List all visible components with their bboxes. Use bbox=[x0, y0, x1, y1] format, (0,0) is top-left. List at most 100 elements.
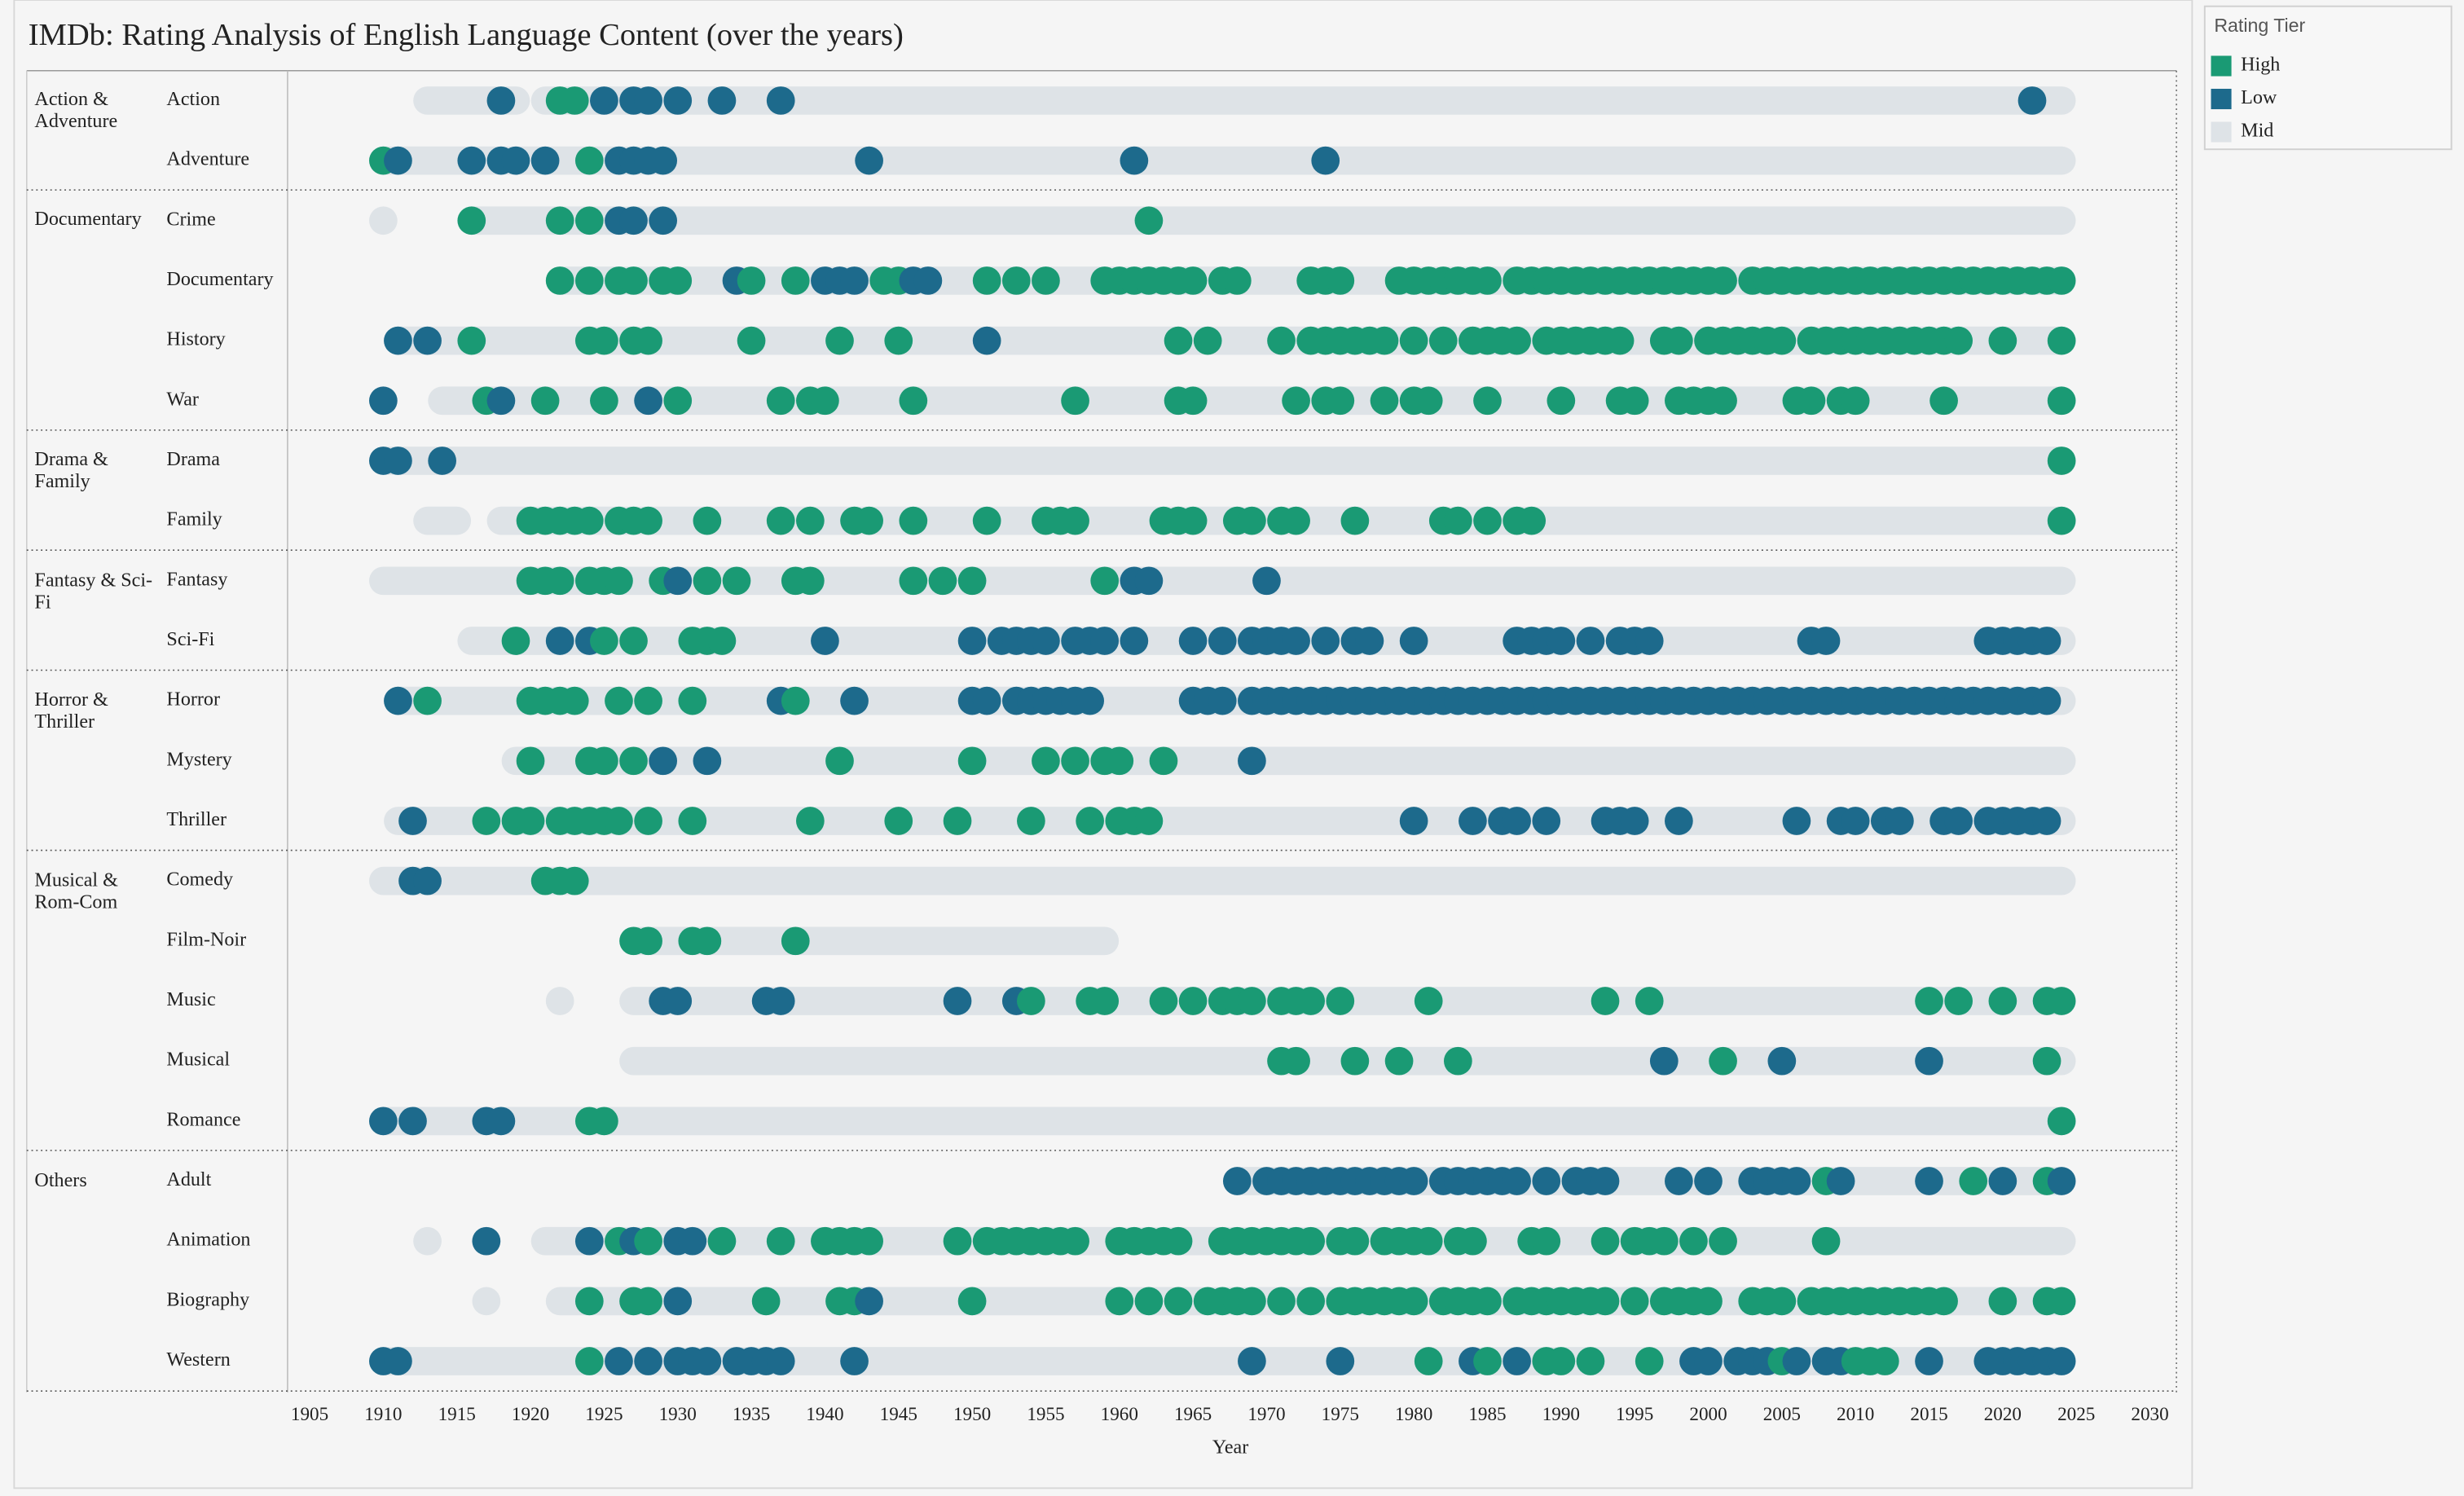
high-dot bbox=[1929, 386, 1958, 416]
x-tick-label: 1995 bbox=[1616, 1404, 1653, 1425]
high-dot bbox=[899, 506, 928, 535]
high-dot bbox=[1061, 1226, 1089, 1256]
low-dot bbox=[1841, 807, 1870, 835]
high-dot bbox=[1591, 1226, 1620, 1256]
x-tick-label: 1990 bbox=[1542, 1404, 1580, 1425]
low-dot bbox=[634, 1347, 662, 1375]
high-dot bbox=[413, 686, 442, 715]
genre-label: Adult bbox=[166, 1169, 211, 1190]
high-dot bbox=[634, 506, 662, 535]
low-dot bbox=[1032, 627, 1060, 655]
legend-title: Rating Tier bbox=[2214, 15, 2305, 36]
high-dot bbox=[1282, 1046, 1310, 1076]
high-dot bbox=[590, 326, 618, 355]
high-dot bbox=[2047, 326, 2076, 355]
high-dot bbox=[1282, 506, 1310, 535]
low-dot bbox=[1782, 1347, 1811, 1375]
legend-swatch bbox=[2211, 121, 2232, 143]
high-dot bbox=[1547, 386, 1576, 416]
high-dot bbox=[1517, 506, 1547, 535]
high-dot bbox=[693, 566, 722, 596]
high-dot bbox=[707, 627, 737, 655]
low-dot bbox=[1134, 566, 1164, 596]
high-dot bbox=[1414, 1226, 1443, 1256]
low-dot bbox=[486, 86, 516, 115]
high-dot bbox=[1605, 326, 1635, 355]
legend-swatch bbox=[2211, 55, 2232, 77]
high-dot bbox=[1620, 386, 1649, 416]
high-dot bbox=[884, 326, 913, 355]
genre-label: Adventure bbox=[166, 149, 249, 170]
high-dot bbox=[2047, 1107, 2076, 1136]
low-dot bbox=[943, 987, 972, 1015]
high-dot bbox=[972, 506, 1001, 535]
low-dot bbox=[1915, 1347, 1943, 1375]
high-dot bbox=[2047, 987, 2076, 1015]
low-dot bbox=[1649, 1046, 1679, 1076]
genre-label: Western bbox=[166, 1349, 230, 1371]
low-dot bbox=[1326, 1347, 1355, 1375]
x-tick-label: 1955 bbox=[1027, 1404, 1064, 1425]
high-dot bbox=[1149, 746, 1178, 776]
high-dot bbox=[693, 506, 722, 535]
high-dot bbox=[1370, 386, 1399, 416]
low-dot bbox=[663, 566, 693, 596]
low-dot bbox=[1459, 807, 1487, 835]
x-tick-label: 2010 bbox=[1837, 1404, 1874, 1425]
high-dot bbox=[1267, 1287, 1296, 1316]
high-dot bbox=[1090, 987, 1120, 1015]
high-dot bbox=[1178, 386, 1208, 416]
low-dot bbox=[1620, 807, 1649, 835]
group-label: Fantasy & Sci-Fi bbox=[34, 568, 153, 613]
low-dot bbox=[1591, 1167, 1620, 1195]
low-dot bbox=[663, 1287, 693, 1316]
high-dot bbox=[1134, 206, 1164, 235]
low-dot bbox=[649, 206, 678, 235]
high-dot bbox=[2047, 386, 2076, 416]
low-dot bbox=[693, 746, 722, 776]
low-dot bbox=[1944, 807, 1973, 835]
high-dot bbox=[605, 686, 633, 715]
low-dot bbox=[1399, 1167, 1428, 1195]
low-dot bbox=[472, 1226, 501, 1256]
low-dot bbox=[2017, 86, 2047, 115]
high-dot bbox=[1296, 1226, 1326, 1256]
high-dot bbox=[1282, 386, 1310, 416]
low-dot bbox=[2032, 807, 2061, 835]
high-dot bbox=[1428, 326, 1458, 355]
high-dot bbox=[1443, 1046, 1472, 1076]
high-dot bbox=[663, 266, 693, 295]
genre-label: Documentary bbox=[166, 269, 273, 290]
genre-label: Horror bbox=[166, 689, 220, 711]
genre-label: Action bbox=[166, 89, 220, 110]
high-dot bbox=[1576, 1347, 1605, 1375]
low-dot bbox=[428, 447, 457, 475]
low-dot bbox=[1782, 807, 1811, 835]
high-dot bbox=[795, 506, 825, 535]
high-dot bbox=[1149, 987, 1178, 1015]
high-dot bbox=[2047, 1287, 2076, 1316]
low-dot bbox=[1503, 1167, 1531, 1195]
high-dot bbox=[943, 807, 972, 835]
high-dot bbox=[2047, 447, 2076, 475]
high-dot bbox=[1267, 326, 1296, 355]
high-dot bbox=[1178, 987, 1208, 1015]
high-dot bbox=[1222, 266, 1252, 295]
low-dot bbox=[2032, 627, 2061, 655]
high-dot bbox=[590, 1107, 618, 1136]
high-dot bbox=[1340, 1046, 1370, 1076]
high-dot bbox=[1399, 1287, 1428, 1316]
low-dot bbox=[369, 386, 398, 416]
high-dot bbox=[825, 746, 854, 776]
genre-label: Thriller bbox=[166, 809, 227, 830]
genre-label: Musical bbox=[166, 1049, 230, 1071]
high-dot bbox=[1459, 1226, 1487, 1256]
high-dot bbox=[1076, 807, 1104, 835]
group-label-box: Horror & Thriller bbox=[34, 689, 108, 733]
low-dot bbox=[1355, 627, 1384, 655]
low-dot bbox=[1885, 807, 1914, 835]
high-dot bbox=[1164, 326, 1193, 355]
low-dot bbox=[766, 86, 795, 115]
low-dot bbox=[1767, 1046, 1797, 1076]
